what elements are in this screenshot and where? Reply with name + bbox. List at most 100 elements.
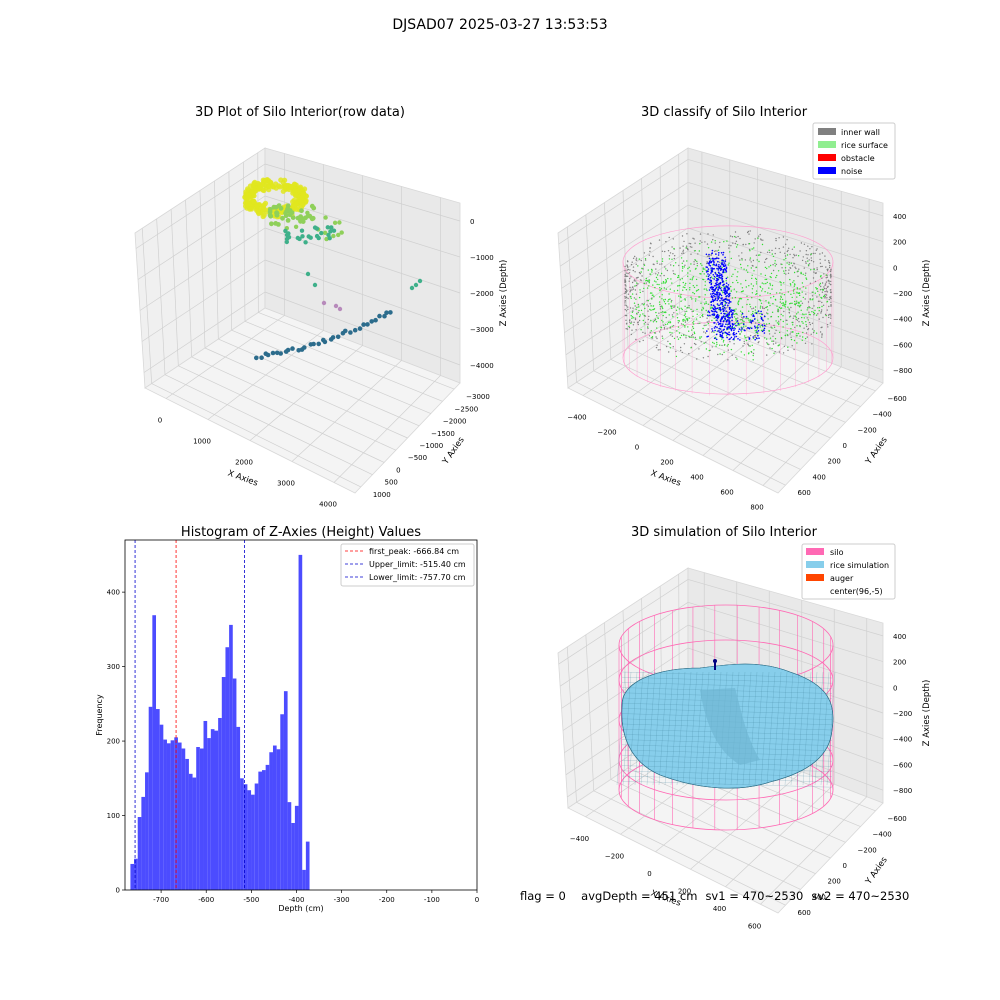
rice-surface-point bbox=[669, 322, 671, 324]
inner-wall-point bbox=[754, 336, 756, 338]
data-point bbox=[322, 339, 328, 345]
rice-surface-point bbox=[725, 312, 727, 315]
rice-surface-point bbox=[710, 241, 713, 243]
rice-surface-point bbox=[818, 310, 820, 312]
inner-wall-point bbox=[715, 323, 718, 325]
inner-wall-point bbox=[673, 272, 675, 275]
rice-surface-point bbox=[689, 278, 691, 280]
rice-surface-point bbox=[742, 290, 744, 292]
rice-surface-point bbox=[707, 322, 710, 325]
rice-surface-point bbox=[655, 321, 658, 323]
rice-surface-point bbox=[771, 284, 774, 287]
legend-label: noise bbox=[841, 167, 862, 176]
noise-point bbox=[743, 316, 745, 318]
inner-wall-point bbox=[644, 332, 646, 334]
noise-point bbox=[762, 319, 764, 322]
rice-surface-point bbox=[642, 313, 644, 315]
rice-surface-point bbox=[682, 286, 684, 288]
inner-wall-point bbox=[626, 296, 628, 298]
data-point bbox=[413, 282, 419, 288]
rice-surface-point bbox=[692, 327, 695, 330]
inner-wall-point bbox=[782, 246, 785, 248]
rice-surface-point bbox=[662, 314, 664, 317]
rice-surface-point bbox=[767, 292, 769, 294]
rice-surface-point bbox=[782, 326, 784, 328]
x-axis-label: X Axies bbox=[649, 469, 682, 489]
y-axis-label: Y Axies bbox=[863, 435, 890, 467]
noise-point bbox=[719, 303, 722, 305]
histogram-bar bbox=[152, 615, 157, 890]
data-point bbox=[329, 225, 334, 230]
rice-surface-point bbox=[741, 259, 743, 261]
histogram-bar bbox=[291, 822, 295, 890]
y-tick-label: −400 bbox=[873, 831, 892, 839]
inner-wall-point bbox=[786, 239, 788, 241]
inner-wall-point bbox=[688, 305, 690, 307]
data-point bbox=[323, 215, 328, 220]
inner-wall-point bbox=[672, 305, 674, 307]
inner-wall-point bbox=[766, 257, 768, 260]
noise-point bbox=[709, 279, 711, 281]
noise-point bbox=[754, 327, 757, 329]
inner-wall-point bbox=[705, 341, 707, 344]
rice-surface-point bbox=[771, 253, 773, 255]
data-point bbox=[293, 192, 299, 198]
noise-point bbox=[707, 273, 709, 275]
rice-surface-point bbox=[723, 339, 725, 342]
rice-surface-point bbox=[739, 323, 741, 325]
rice-surface-point bbox=[786, 323, 788, 325]
data-point bbox=[260, 187, 266, 193]
x-axis-label: X Axies bbox=[226, 469, 259, 489]
inner-wall-point bbox=[805, 272, 807, 274]
inner-wall-point bbox=[729, 341, 731, 343]
inner-wall-point bbox=[659, 349, 661, 351]
noise-point bbox=[724, 325, 726, 328]
inner-wall-point bbox=[625, 285, 627, 287]
inner-wall-point bbox=[702, 315, 704, 318]
inner-wall-point bbox=[674, 255, 676, 257]
rice-surface-point bbox=[793, 292, 795, 294]
rice-surface-point bbox=[644, 307, 646, 310]
noise-point bbox=[713, 263, 715, 266]
inner-wall-point bbox=[632, 257, 635, 259]
noise-point bbox=[721, 279, 723, 281]
histogram-bar bbox=[269, 752, 273, 890]
rice-surface-point bbox=[735, 313, 737, 315]
rice-surface-point bbox=[702, 278, 705, 281]
noise-point bbox=[720, 273, 723, 276]
inner-wall-point bbox=[689, 246, 692, 248]
noise-point bbox=[750, 321, 752, 324]
rice-surface-point bbox=[815, 332, 818, 334]
inner-wall-point bbox=[624, 308, 626, 311]
rice-surface-point bbox=[643, 315, 646, 317]
noise-point bbox=[718, 264, 720, 266]
rice-surface-point bbox=[662, 307, 664, 310]
data-point bbox=[331, 228, 337, 233]
data-point bbox=[337, 306, 343, 312]
histogram-bar bbox=[243, 784, 248, 890]
histogram-bar bbox=[166, 743, 171, 890]
rice-surface-point bbox=[677, 320, 679, 322]
rice-surface-point bbox=[701, 314, 703, 317]
rice-surface-point bbox=[777, 309, 779, 311]
rice-surface-point bbox=[669, 321, 671, 323]
inner-wall-point bbox=[747, 343, 749, 345]
rice-surface-point bbox=[801, 321, 803, 323]
inner-wall-point bbox=[766, 251, 769, 253]
inner-wall-point bbox=[788, 312, 791, 314]
noise-point bbox=[711, 249, 714, 252]
rice-surface-point bbox=[802, 331, 804, 334]
inner-wall-point bbox=[635, 284, 638, 287]
mesh-line bbox=[796, 671, 806, 786]
inner-wall-point bbox=[624, 295, 626, 298]
rice-surface-point bbox=[653, 308, 656, 310]
y-tick-label: −2000 bbox=[443, 418, 467, 426]
inner-wall-point bbox=[624, 281, 626, 283]
rice-surface-point bbox=[635, 308, 637, 311]
noise-point bbox=[713, 278, 715, 280]
inner-wall-point bbox=[747, 230, 750, 233]
rice-surface-point bbox=[761, 243, 764, 246]
x-tick-label: -600 bbox=[198, 896, 214, 904]
inner-wall-point bbox=[827, 314, 830, 316]
rice-surface-point bbox=[780, 284, 782, 286]
